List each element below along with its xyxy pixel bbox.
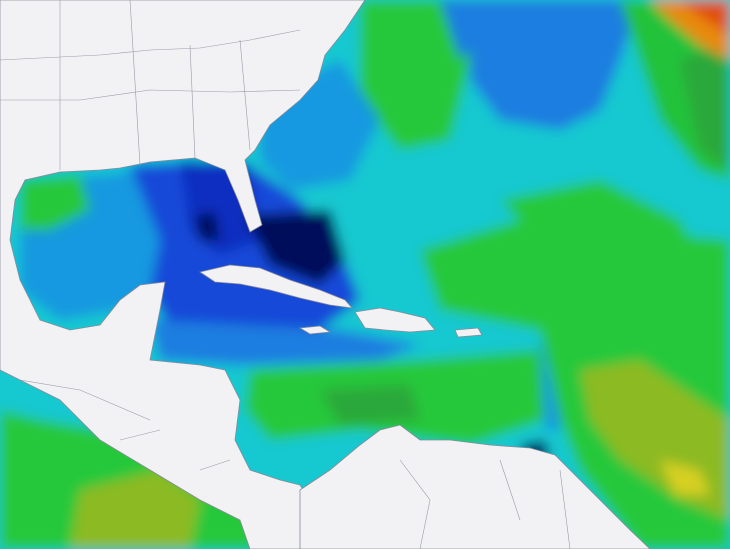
- land-shape: [0, 0, 366, 549]
- ocean-fields-shape: [680, 0, 730, 35]
- land-shape: [299, 424, 651, 549]
- borders: [0, 0, 571, 549]
- ocean-fields-shape: [320, 385, 420, 425]
- ocean-fields-shape: [70, 470, 200, 549]
- land: [0, 0, 651, 549]
- ocean-fields-shape: [20, 175, 90, 230]
- ocean-fields-shape: [470, 0, 640, 130]
- ocean-fields-shape: [500, 180, 700, 260]
- ocean-fields-shape: [440, 0, 480, 60]
- ocean-fields-shape: [195, 212, 220, 242]
- borders-shape: [0, 0, 571, 549]
- land-shape: [454, 327, 483, 338]
- land-shape: [354, 307, 436, 333]
- land-shape: [298, 325, 332, 335]
- ocean-fields-shape: [245, 210, 345, 285]
- ocean-fields-shape: [360, 0, 470, 150]
- ocean-fields-shape: [680, 40, 730, 170]
- ocean-fields-shape: [660, 460, 710, 495]
- ocean-fields-shape: [150, 320, 420, 365]
- land-shape: [199, 264, 354, 309]
